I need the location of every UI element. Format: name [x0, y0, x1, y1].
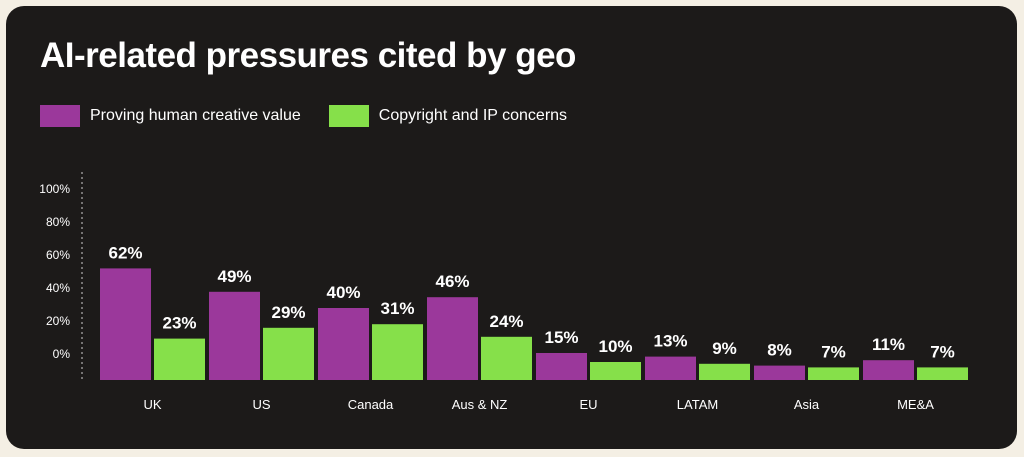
x-tick-label: Aus & NZ	[452, 397, 508, 412]
data-label: 24%	[489, 312, 523, 331]
bar-proving-human-creative-value	[645, 356, 696, 380]
y-tick-label: 100%	[39, 182, 70, 196]
legend: Proving human creative value Copyright a…	[40, 105, 595, 127]
legend-item-copyright-ip: Copyright and IP concerns	[328, 105, 568, 127]
x-tick-label: EU	[579, 397, 597, 412]
x-tick-label: UK	[143, 397, 161, 412]
x-tick-label: US	[252, 397, 270, 412]
data-label: 40%	[326, 283, 360, 302]
data-label: 11%	[872, 335, 905, 354]
bar-proving-human-creative-value	[427, 297, 478, 380]
bar-copyright-ip	[481, 336, 532, 380]
y-tick-label: 80%	[46, 215, 70, 229]
data-label: 15%	[544, 328, 578, 347]
bar-copyright-ip	[917, 367, 968, 380]
data-label: 46%	[435, 272, 469, 291]
legend-swatch-purple	[40, 105, 80, 127]
x-tick-label: ME&A	[897, 397, 934, 412]
data-label: 31%	[380, 299, 414, 318]
legend-label: Copyright and IP concerns	[378, 107, 568, 124]
data-label: 29%	[271, 303, 305, 322]
data-label: 10%	[598, 337, 632, 356]
bar-proving-human-creative-value	[318, 308, 369, 380]
legend-label: Proving human creative value	[90, 107, 301, 124]
data-label: 7%	[930, 342, 955, 361]
bar-proving-human-creative-value	[536, 353, 587, 380]
bar-copyright-ip	[590, 362, 641, 380]
bar-copyright-ip	[372, 324, 423, 380]
y-tick-label: 60%	[46, 248, 70, 262]
x-tick-label: Canada	[348, 397, 394, 412]
bar-copyright-ip	[263, 327, 314, 380]
legend-swatch-green	[328, 105, 369, 127]
data-label: 7%	[821, 342, 846, 361]
data-label: 13%	[653, 332, 687, 351]
y-tick-label: 0%	[53, 347, 71, 361]
y-tick-label: 40%	[46, 281, 70, 295]
x-tick-label: LATAM	[677, 397, 718, 412]
y-tick-label: 20%	[46, 314, 70, 328]
data-label: 49%	[217, 267, 251, 286]
bar-proving-human-creative-value	[863, 360, 914, 380]
legend-item-proving-human-creative-value: Proving human creative value	[40, 105, 301, 127]
x-tick-label: Asia	[794, 397, 820, 412]
bar-copyright-ip	[154, 338, 205, 380]
data-label: 8%	[767, 341, 792, 360]
bar-proving-human-creative-value	[754, 365, 805, 380]
bar-copyright-ip	[808, 367, 859, 380]
data-label: 23%	[162, 314, 196, 333]
bar-proving-human-creative-value	[209, 291, 260, 380]
data-label: 62%	[108, 243, 142, 262]
data-label: 9%	[712, 339, 737, 358]
bar-copyright-ip	[699, 363, 750, 380]
bar-proving-human-creative-value	[100, 268, 151, 380]
chart-title: AI-related pressures cited by geo	[40, 36, 576, 75]
